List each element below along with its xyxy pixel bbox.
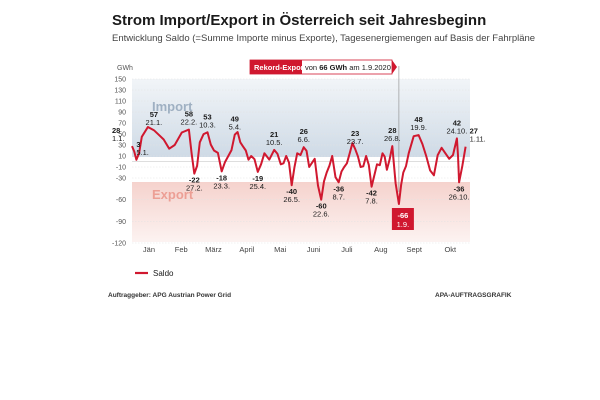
annotation-value: 26 [300, 127, 308, 136]
annotation-value: 28 [112, 126, 120, 135]
x-tick-label: März [205, 245, 222, 254]
record-badge [391, 208, 414, 230]
record-badge-value: -66 [397, 211, 408, 220]
annotation-date: 26.8. [384, 134, 401, 143]
record-label: Rekord-Export [254, 63, 307, 72]
annotation-date: 27.2. [186, 184, 203, 193]
y-tick-label: 110 [115, 99, 126, 106]
record-value: 66 GWh [319, 63, 347, 72]
x-tick-label: Mai [274, 245, 286, 254]
annotation-value: 27 [470, 127, 478, 136]
y-tick-label: -120 [112, 241, 126, 248]
y-tick-label: 150 [114, 77, 126, 84]
y-tick-label: -30 [116, 176, 126, 183]
chart-title: Strom Import/Export in Österreich seit J… [112, 12, 487, 29]
annotation-value: 53 [203, 112, 211, 121]
saldo-line [131, 126, 467, 205]
y-tick-label: 70 [118, 121, 126, 128]
x-tick-label: Sept [406, 245, 422, 254]
footer-source: Auftraggeber: APG Austrian Power Grid [108, 292, 232, 299]
annotation-value: 58 [185, 110, 193, 119]
annotation-value: 57 [150, 110, 158, 119]
record-arrow [392, 60, 397, 74]
annotation-date: 1.11. [470, 135, 486, 144]
annotation-date: 5.4. [229, 123, 242, 132]
annotation-value: 28 [388, 126, 396, 135]
annotation-date: 1.1. [112, 134, 125, 143]
record-badge-date: 1.9. [397, 220, 410, 229]
y-tick-label: -90 [116, 219, 126, 226]
record-date: 1.9.2020 [362, 63, 391, 72]
annotation-date: 24.10. [446, 126, 467, 135]
annotation-value: -36 [454, 184, 465, 193]
annotation-date: 7.8. [365, 197, 378, 206]
x-tick-label: Feb [175, 245, 188, 254]
record-text-mid: am [347, 63, 362, 72]
record-text-pre: von [305, 63, 319, 72]
y-tick-label: -10 [116, 165, 126, 172]
y-tick-label: 130 [114, 88, 126, 95]
annotation-value: 3 [136, 140, 140, 149]
annotation-value: -18 [216, 173, 227, 182]
annotation-date: 10.3. [199, 120, 216, 129]
annotation-value: -40 [286, 187, 297, 196]
annotation-value: 21 [270, 130, 278, 139]
y-tick-label: 30 [118, 143, 126, 150]
annotation-value: 49 [231, 115, 239, 124]
annotation-value: -42 [366, 189, 377, 198]
annotation-date: 10.5. [266, 138, 283, 147]
y-tick-label: -60 [116, 197, 126, 204]
import-label: Import [152, 99, 193, 114]
annotation-value: -19 [252, 174, 263, 183]
x-tick-label: Okt [444, 245, 457, 254]
annotation-value: -36 [333, 184, 344, 193]
x-tick-label: Juni [307, 245, 321, 254]
annotation-value: 48 [414, 115, 422, 124]
legend-saldo-label: Saldo [153, 269, 174, 278]
annotation-date: 22.6. [313, 210, 330, 219]
y-tick-label: 90 [118, 110, 126, 117]
annotation-date: 22.2. [181, 118, 198, 127]
annotation-value: -22 [189, 176, 200, 185]
record-text: von 66 GWh am 1.9.2020 [305, 63, 391, 72]
footer-credit: APA-AUFTRAGSGRAFIK [435, 292, 512, 299]
annotation-date: 23.3. [213, 181, 230, 190]
chart-subtitle: Entwicklung Saldo (=Summe Importe minus … [112, 33, 536, 44]
x-tick-label: April [239, 245, 254, 254]
import-area [132, 79, 470, 157]
annotation-date: 26.10. [449, 192, 470, 201]
annotation-value: -60 [316, 202, 327, 211]
annotation-date: 8.7. [332, 192, 345, 201]
annotation-date: 25.4. [249, 182, 266, 191]
annotation-value: 42 [453, 118, 461, 127]
y-tick-label: 10 [118, 154, 126, 161]
y-tick-label: 50 [118, 132, 126, 139]
annotation-date: 21.1. [146, 118, 163, 127]
x-tick-label: Jän [143, 245, 155, 254]
annotation-date: 6.6. [297, 135, 310, 144]
annotation-date: 5.1. [136, 148, 149, 157]
x-tick-label: Aug [374, 245, 387, 254]
annotation-date: 19.9. [410, 123, 427, 132]
record-box-label-bg [250, 60, 302, 74]
export-label: Export [152, 187, 194, 202]
annotation-date: 26.5. [283, 195, 300, 204]
annotation-date: 23.7. [347, 137, 364, 146]
y-axis-unit: GWh [117, 65, 133, 72]
annotation-value: 23 [351, 129, 359, 138]
x-tick-label: Juli [341, 245, 353, 254]
